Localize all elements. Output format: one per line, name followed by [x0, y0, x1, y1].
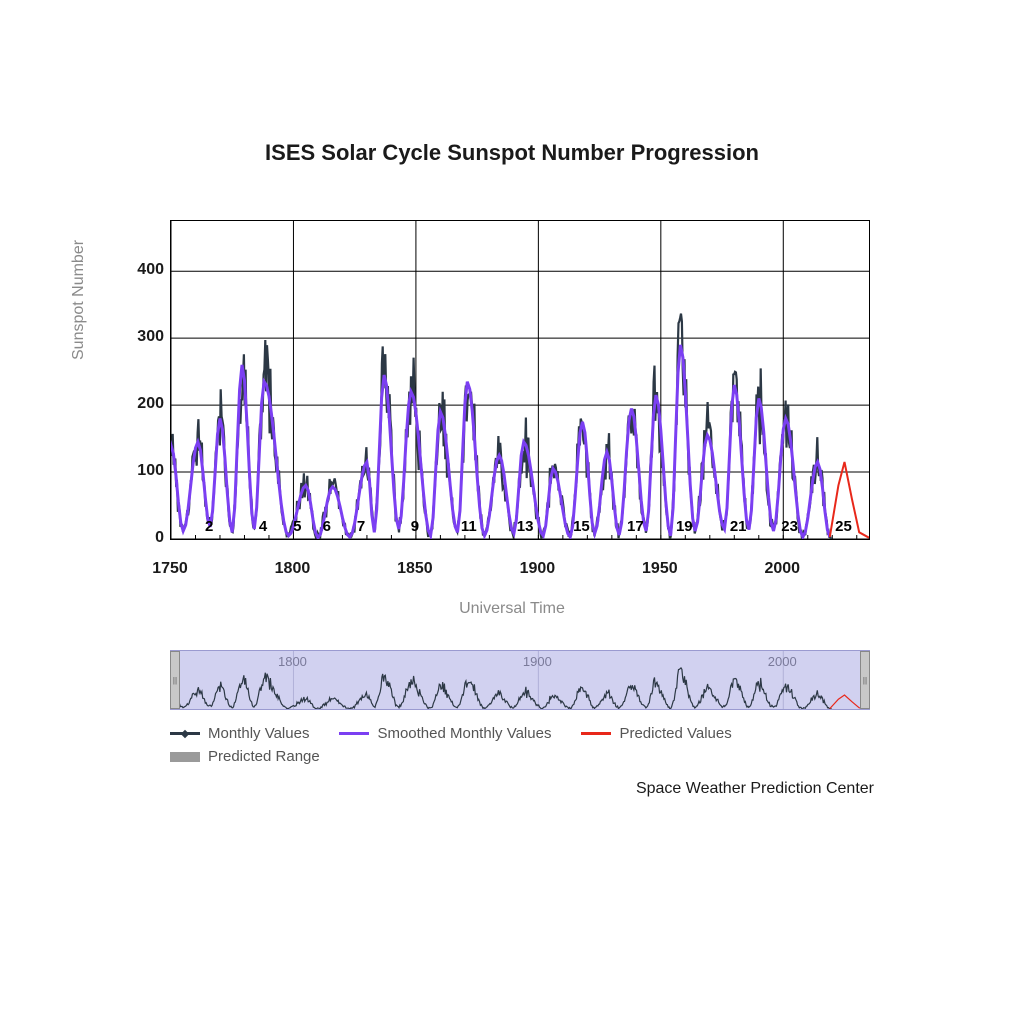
- overview-chart[interactable]: || ||: [170, 650, 870, 710]
- x-tick-label: 1800: [275, 560, 311, 578]
- y-tick-label: 100: [114, 462, 164, 480]
- legend-item-smoothed[interactable]: Smoothed Monthly Values: [339, 725, 551, 742]
- legend-label: Predicted Range: [208, 748, 320, 765]
- y-tick-label: 0: [114, 529, 164, 547]
- x-tick-label: 1950: [642, 560, 678, 578]
- legend: Monthly Values Smoothed Monthly Values Pre…: [170, 725, 870, 771]
- cycle-number-label: 21: [730, 518, 747, 535]
- legend-swatch: [170, 732, 200, 735]
- main-chart-svg: [171, 221, 869, 539]
- overview-tick-label: 1900: [523, 654, 552, 669]
- x-tick-label: 1850: [397, 560, 433, 578]
- overview-chart-svg: [171, 651, 869, 709]
- cycle-number-label: 9: [411, 518, 419, 535]
- cycle-number-label: 4: [259, 518, 267, 535]
- cycle-number-label: 7: [357, 518, 365, 535]
- x-tick-label: 1900: [520, 560, 556, 578]
- legend-swatch: [339, 732, 369, 735]
- overview-tick-label: 1800: [278, 654, 307, 669]
- chart-title: ISES Solar Cycle Sunspot Number Progress…: [0, 140, 1024, 166]
- range-handle-left[interactable]: ||: [170, 651, 180, 709]
- cycle-number-label: 25: [835, 518, 852, 535]
- main-chart[interactable]: [170, 220, 870, 540]
- legend-label: Smoothed Monthly Values: [377, 725, 551, 742]
- cycle-number-label: 6: [323, 518, 331, 535]
- cycle-number-label: 13: [517, 518, 534, 535]
- legend-swatch: [170, 752, 200, 762]
- legend-label: Monthly Values: [208, 725, 309, 742]
- cycle-number-label: 2: [205, 518, 213, 535]
- legend-item-predicted[interactable]: Predicted Values: [581, 725, 731, 742]
- legend-item-predicted_range[interactable]: Predicted Range: [170, 748, 320, 765]
- overview-tick-label: 2000: [768, 654, 797, 669]
- x-tick-label: 2000: [764, 560, 800, 578]
- footer-attribution: Space Weather Prediction Center: [636, 780, 874, 798]
- cycle-number-label: 5: [293, 518, 301, 535]
- y-tick-label: 300: [114, 328, 164, 346]
- y-axis-label: Sunspot Number: [70, 240, 88, 360]
- cycle-number-label: 19: [676, 518, 693, 535]
- cycle-number-label: 15: [573, 518, 590, 535]
- y-tick-label: 400: [114, 261, 164, 279]
- range-handle-right[interactable]: ||: [860, 651, 870, 709]
- x-tick-label: 1750: [152, 560, 188, 578]
- cycle-number-label: 17: [627, 518, 644, 535]
- x-axis-label: Universal Time: [0, 600, 1024, 618]
- cycle-number-label: 23: [781, 518, 798, 535]
- cycle-number-label: 11: [461, 518, 477, 535]
- legend-item-monthly[interactable]: Monthly Values: [170, 725, 309, 742]
- legend-label: Predicted Values: [619, 725, 731, 742]
- y-tick-label: 200: [114, 395, 164, 413]
- legend-swatch: [581, 732, 611, 735]
